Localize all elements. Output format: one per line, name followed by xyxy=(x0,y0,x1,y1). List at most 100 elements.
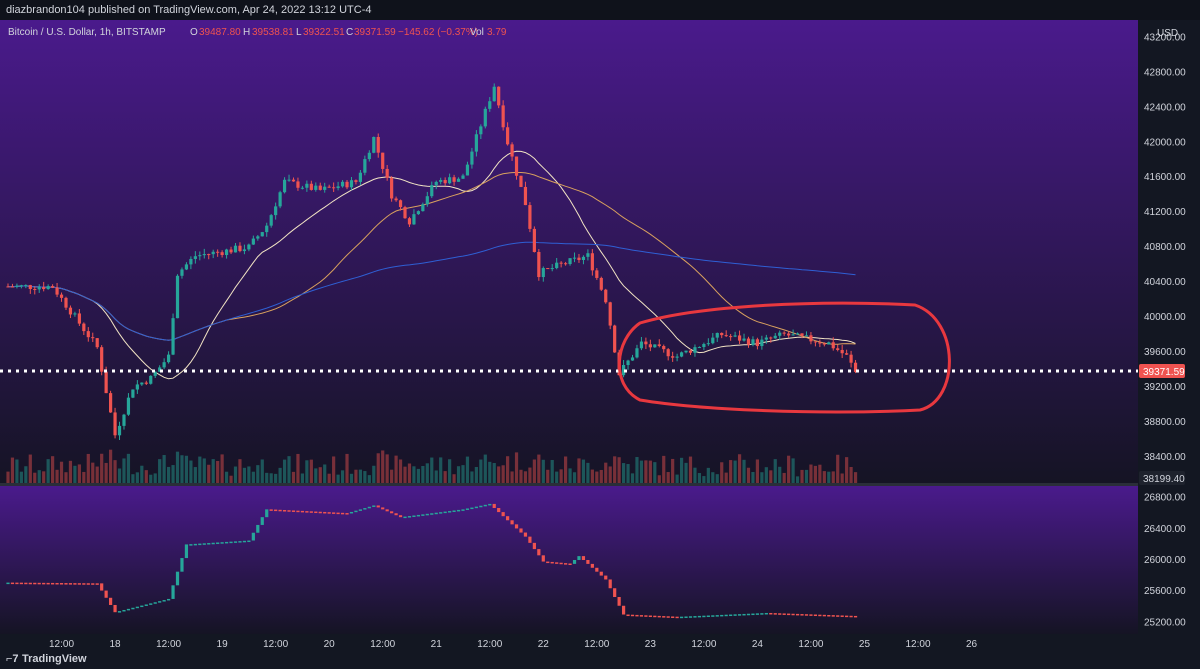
volume-bar xyxy=(626,464,630,483)
volume-bar xyxy=(135,472,139,483)
candle-body xyxy=(220,252,224,256)
candle-body xyxy=(648,344,652,348)
candle-body xyxy=(345,181,349,188)
candle-body xyxy=(247,244,251,250)
chart-canvas[interactable]: Bitcoin / U.S. Dollar, 1h, BITSTAMP O 39… xyxy=(0,20,1200,650)
candle-body xyxy=(568,258,572,265)
candle-body xyxy=(28,285,32,289)
indicator-candle xyxy=(563,563,568,565)
candle-body xyxy=(581,256,586,260)
volume-bar xyxy=(256,465,260,483)
indicator-candle xyxy=(434,512,438,515)
volume-bar xyxy=(363,471,367,483)
candle-body xyxy=(131,389,135,398)
indicator-candle xyxy=(403,516,407,519)
indicator-candle xyxy=(104,590,108,598)
ma-slow-line xyxy=(7,241,856,341)
indicator-candle xyxy=(461,509,465,511)
volume-bar xyxy=(590,469,594,483)
volume-bar xyxy=(448,459,452,483)
candle-body xyxy=(604,289,608,303)
candle-body xyxy=(354,180,358,182)
candle-body xyxy=(621,365,626,376)
ohlc-legend: Bitcoin / U.S. Dollar, 1h, BITSTAMP O 39… xyxy=(8,27,507,38)
candle-body xyxy=(836,348,840,350)
indicator-tick-label: 26400.00 xyxy=(1144,524,1186,535)
candle-body xyxy=(363,159,367,173)
volume-bar xyxy=(617,457,621,483)
volume-bar xyxy=(443,471,447,483)
indicator-candle xyxy=(376,505,380,508)
candle-body xyxy=(278,192,282,207)
candle-body xyxy=(37,287,41,290)
time-tick-label: 12:00 xyxy=(49,639,74,650)
candle-body xyxy=(55,287,59,295)
candle-body xyxy=(202,254,206,256)
indicator-candle xyxy=(336,512,340,515)
indicator-candle xyxy=(372,505,376,507)
indicator-candle xyxy=(577,556,581,560)
indicator-axis-ticks: 26800.00 26400.00 26000.00 25600.00 25200.00 xyxy=(1144,493,1186,629)
price-tick-label: 39600.00 xyxy=(1144,347,1186,358)
time-tick-label: 24 xyxy=(752,639,764,650)
indicator-candle xyxy=(586,560,590,564)
candle-body xyxy=(189,258,193,265)
indicator-candle xyxy=(510,520,514,525)
volume-bar xyxy=(296,453,300,483)
candle-body xyxy=(19,285,23,287)
legend-o-label: O xyxy=(190,27,198,38)
volume-bar xyxy=(381,450,385,483)
time-axis-background[interactable] xyxy=(0,634,1200,650)
price-tick-label: 42400.00 xyxy=(1144,102,1186,113)
candle-body xyxy=(149,375,153,384)
indicator-candle xyxy=(153,602,157,604)
tradingview-logo-icon[interactable]: ⌐7 xyxy=(6,653,19,665)
indicator-candle xyxy=(412,515,416,517)
indicator-candle xyxy=(559,562,563,565)
indicator-candle xyxy=(220,542,224,544)
candle-body xyxy=(626,360,630,366)
indicator-candle xyxy=(635,614,639,617)
candle-body xyxy=(434,181,438,186)
price-tick-label: 38400.00 xyxy=(1144,452,1186,463)
indicator-candle xyxy=(626,614,630,617)
indicator-candle xyxy=(140,605,144,608)
indicator-candle xyxy=(546,561,550,564)
price-tick-label: 38800.00 xyxy=(1144,417,1186,428)
footer-brand[interactable]: TradingView xyxy=(22,653,87,665)
indicator-candle xyxy=(483,504,487,507)
volume-bar xyxy=(278,467,282,483)
candle-body xyxy=(787,333,791,336)
price-axis-background[interactable] xyxy=(1138,20,1200,634)
volume-bar xyxy=(693,467,697,483)
volume-bar xyxy=(390,469,394,483)
candle-body xyxy=(702,344,706,348)
price-pane-background xyxy=(0,20,1138,483)
volume-bar xyxy=(715,474,719,483)
candle-body xyxy=(688,350,693,353)
volume-bar xyxy=(376,453,380,483)
volume-bar xyxy=(55,469,59,483)
pane-separator[interactable] xyxy=(0,483,1200,486)
candle-body xyxy=(135,384,139,390)
volume-bar xyxy=(430,457,434,483)
candle-body xyxy=(73,313,77,315)
volume-bar xyxy=(274,473,278,483)
indicator-candle xyxy=(175,571,180,586)
candle-body xyxy=(439,179,443,182)
time-tick-label: 12:00 xyxy=(263,639,288,650)
indicator-candle xyxy=(180,558,184,572)
volume-bar xyxy=(242,467,247,483)
indicator-candle xyxy=(274,509,278,512)
volume-bar xyxy=(82,471,86,483)
candle-body xyxy=(46,286,50,290)
candle-body xyxy=(827,342,831,345)
indicator-candle xyxy=(91,583,95,585)
candle-body xyxy=(711,337,715,344)
volume-bar xyxy=(697,473,702,483)
legend-vol-value: 3.79 xyxy=(487,27,507,38)
volume-bar xyxy=(412,466,416,483)
volume-bar xyxy=(189,460,193,483)
volume-bar xyxy=(95,466,99,483)
indicator-candle xyxy=(479,505,483,508)
